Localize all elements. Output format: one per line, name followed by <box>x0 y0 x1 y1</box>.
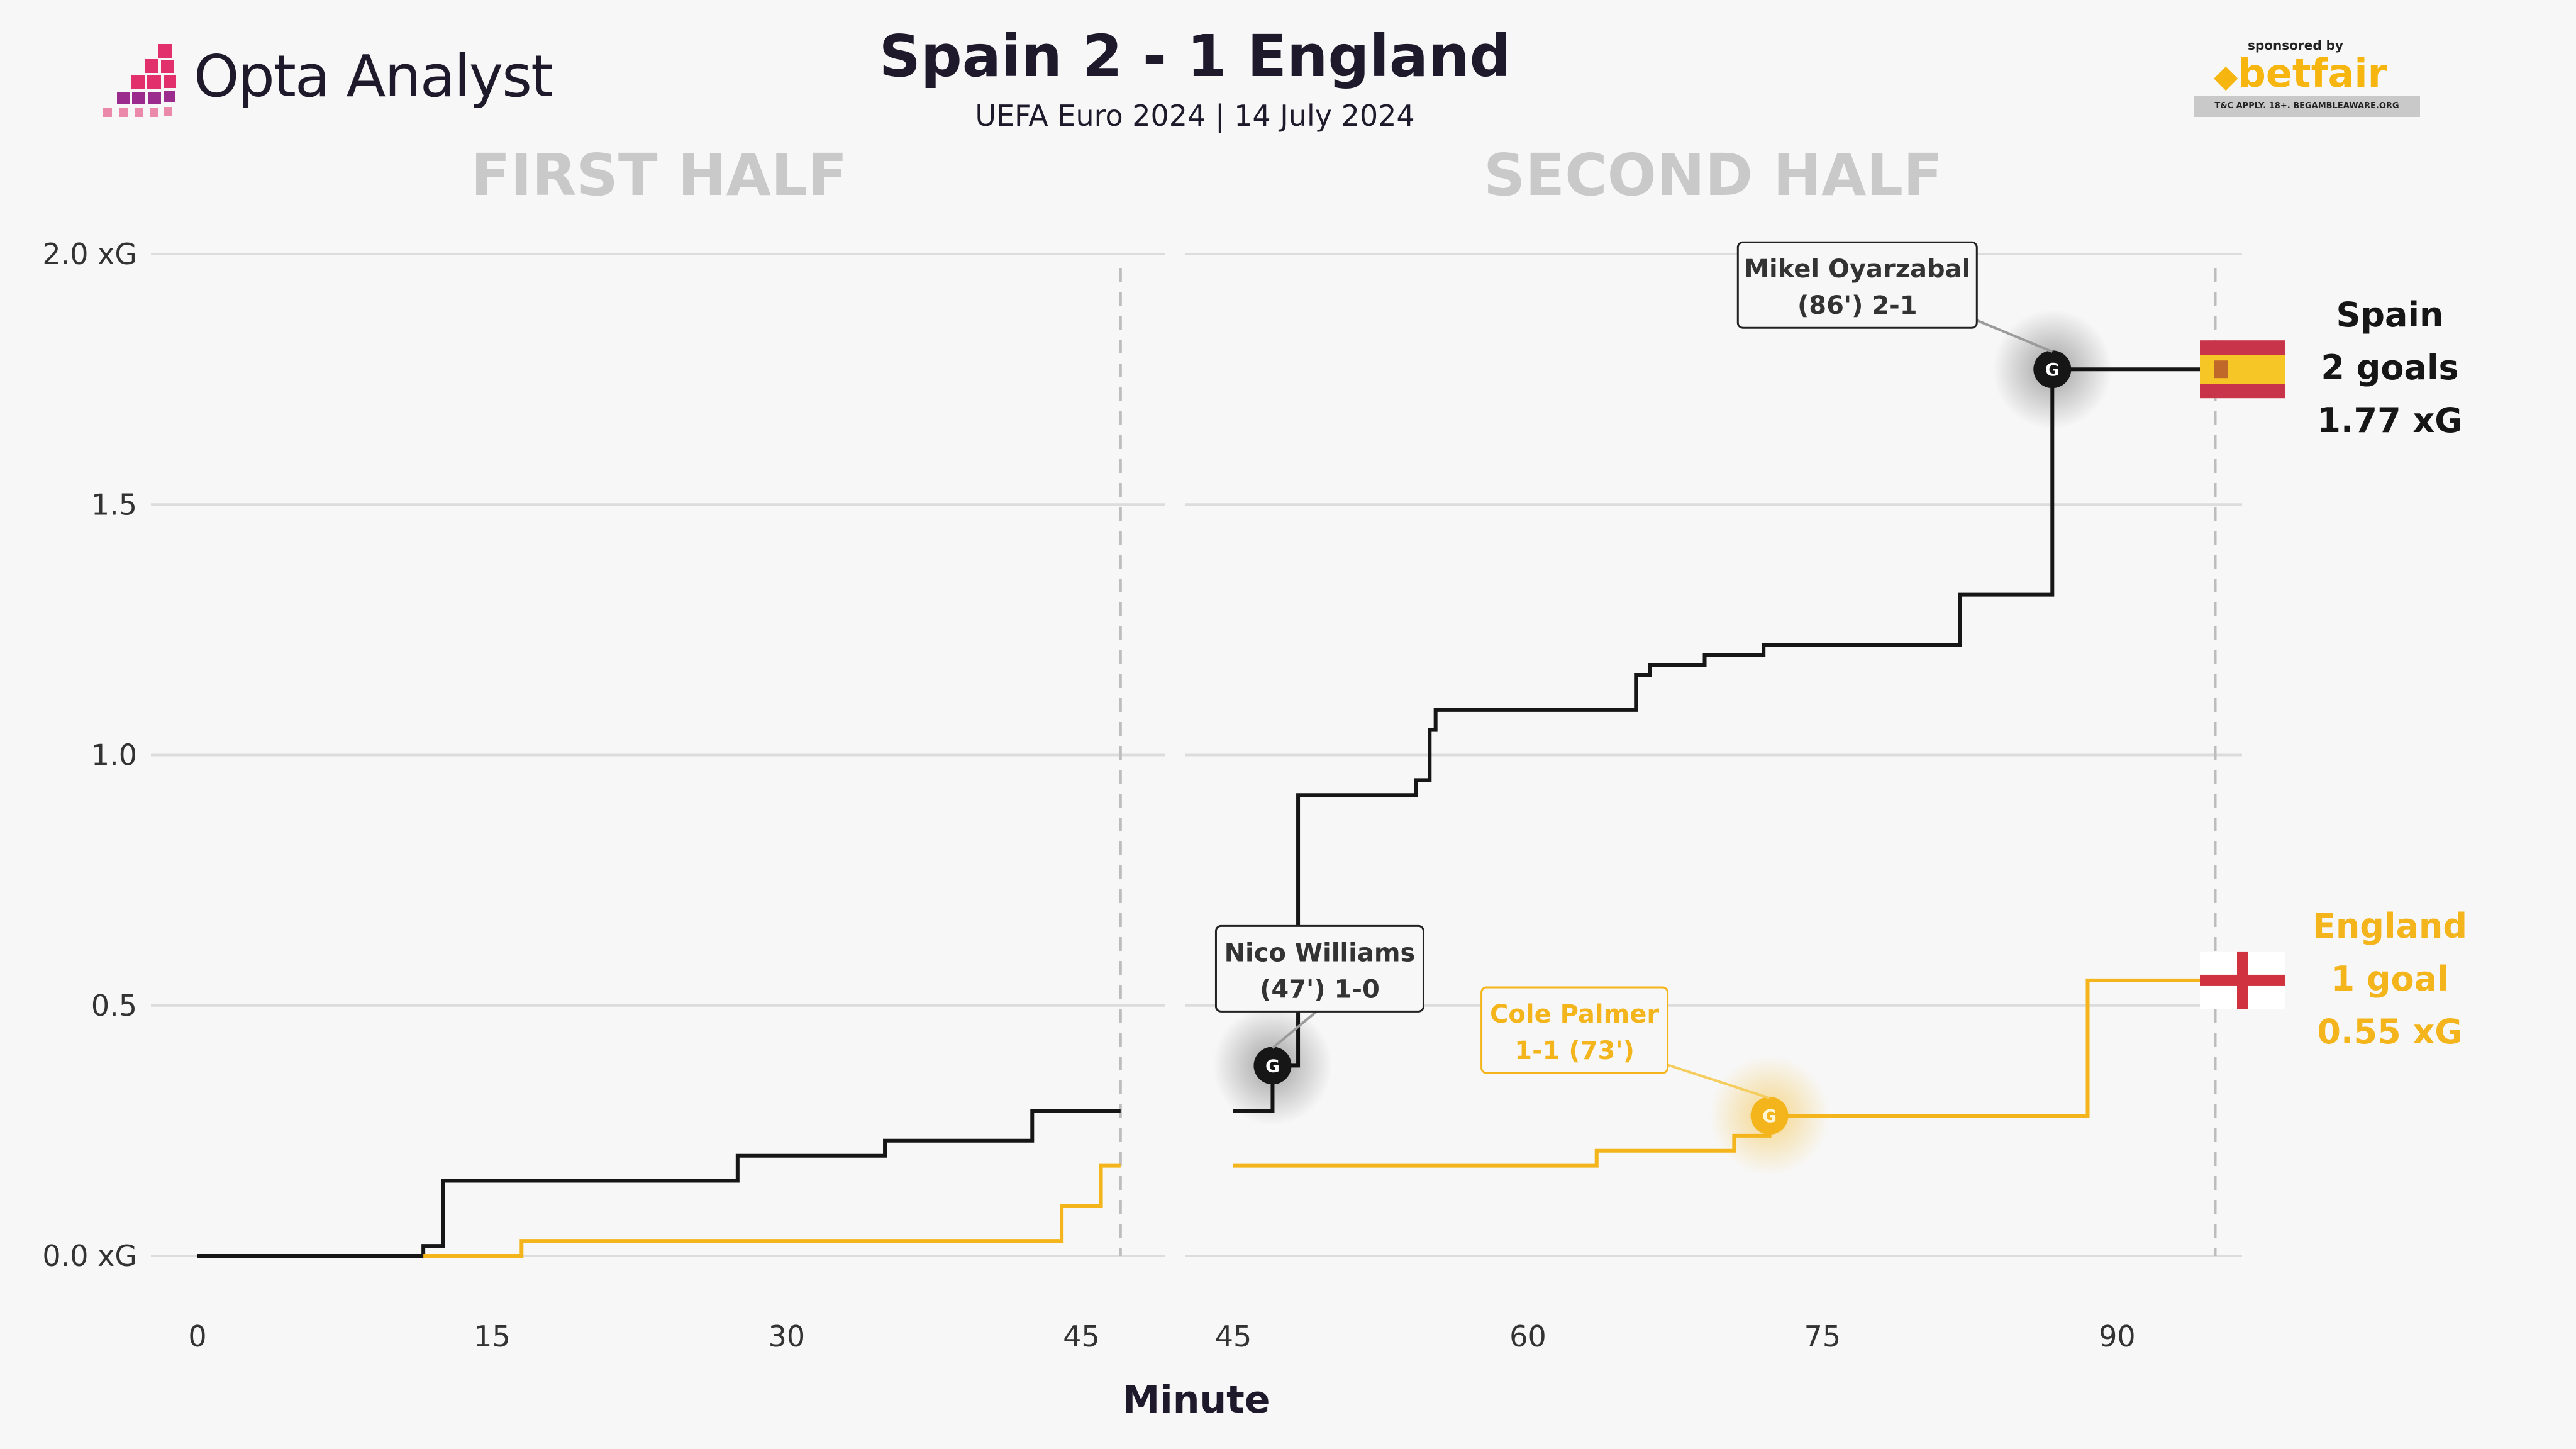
end-label-team: England <box>2312 906 2467 946</box>
end-label-goals: 1 goal <box>2331 959 2448 999</box>
goal-callout-score: (47') 1-0 <box>1260 975 1380 1004</box>
y-tick-label: 0.0 xG <box>42 1239 137 1273</box>
goal-marker-text: G <box>1265 1055 1280 1076</box>
goal-marker-text: G <box>1762 1106 1777 1126</box>
x-tick-label: 45 <box>1215 1319 1252 1353</box>
title-block: Spain 2 - 1 England UEFA Euro 2024 | 14 … <box>805 19 1585 135</box>
goal-marker <box>1253 1046 1292 1085</box>
y-tick-label: 1.0 <box>91 738 137 772</box>
brand-logo: Opta Analyst <box>101 39 553 127</box>
goal-callout-scorer: Mikel Oyarzabal <box>1744 255 1970 284</box>
half-title: SECOND HALF <box>1484 142 1943 209</box>
brand-name: Opta Analyst <box>194 43 553 110</box>
chart-title: Spain 2 - 1 England <box>879 23 1511 90</box>
end-label-team: Spain <box>2336 295 2444 335</box>
end-label-xg: 1.77 xG <box>2317 401 2462 440</box>
x-tick-label: 15 <box>474 1319 511 1353</box>
callout-leader <box>1272 1010 1318 1049</box>
sponsor-logo: sponsored by ◆betfair T&C APPLY. 18+. BE… <box>2189 35 2421 123</box>
goal-callout-scorer: Nico Williams <box>1224 938 1416 967</box>
y-tick-label: 1.5 <box>91 487 137 521</box>
x-tick-label: 90 <box>2099 1319 2136 1353</box>
x-axis-label: Minute <box>1122 1378 1270 1422</box>
x-tick-label: 60 <box>1509 1319 1546 1353</box>
spain-flag-icon <box>2200 340 2285 399</box>
goal-marker <box>1750 1096 1789 1135</box>
goal-callout-box <box>1214 924 1424 1013</box>
end-label-goals: 2 goals <box>2321 348 2458 387</box>
x-tick-label: 30 <box>769 1319 806 1353</box>
goal-marker <box>2033 350 2072 389</box>
callout-leader <box>1970 316 2053 353</box>
sponsor-tag: sponsored by <box>2248 38 2343 53</box>
flag-cross <box>2200 974 2285 986</box>
goal-callout-score: 1-1 (73') <box>1514 1036 1635 1065</box>
y-tick-label: 2.0 xG <box>42 237 137 271</box>
goal-callout-scorer: Cole Palmer <box>1490 1000 1659 1029</box>
x-tick-label: 0 <box>188 1319 206 1353</box>
y-tick-label: 0.5 <box>91 989 137 1023</box>
callout-leader <box>1660 1062 1770 1099</box>
end-label-xg: 0.55 xG <box>2317 1012 2462 1052</box>
goal-callout-box <box>1736 241 1978 329</box>
flag-stripe <box>2200 355 2285 384</box>
goal-callout-box <box>1480 986 1669 1074</box>
x-tick-label: 75 <box>1804 1319 1841 1353</box>
x-tick-label: 45 <box>1063 1319 1100 1353</box>
goal-marker-text: G <box>2045 359 2060 380</box>
flag-emblem <box>2214 360 2228 379</box>
sponsor-disclaimer: T&C APPLY. 18+. BEGAMBLEAWARE.ORG <box>2194 96 2420 117</box>
goal-callout-score: (86') 2-1 <box>1797 291 1918 320</box>
england-flag-icon <box>2200 951 2285 1009</box>
betfair-arrow-icon: ◆ <box>2214 58 2238 94</box>
series-line-spain <box>197 1109 1121 1258</box>
sponsor-name: betfair <box>2238 50 2387 96</box>
half-title: FIRST HALF <box>471 142 848 209</box>
chart-subtitle: UEFA Euro 2024 | 14 July 2024 <box>975 99 1415 133</box>
series-line-england <box>423 1163 1121 1258</box>
opta-mark-icon <box>103 44 176 117</box>
